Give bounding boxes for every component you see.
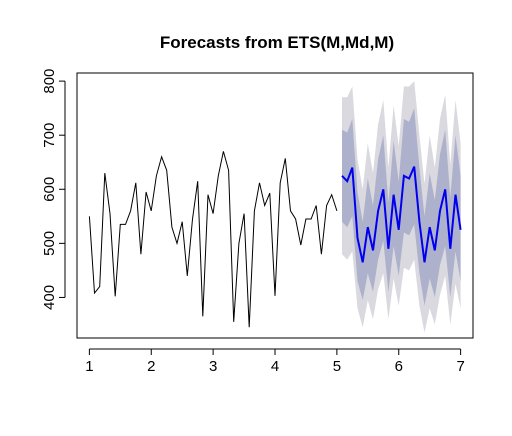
observed-series-line xyxy=(88,151,338,328)
x-tick-label: 1 xyxy=(85,358,93,375)
y-tick-label: 500 xyxy=(41,231,58,256)
x-axis: 1 2 3 4 5 6 7 xyxy=(85,348,465,375)
forecast-mean-line xyxy=(341,166,462,263)
x-tick-label: 4 xyxy=(271,358,279,375)
x-tick-label: 7 xyxy=(456,358,464,375)
y-tick-label: 800 xyxy=(41,69,58,94)
plot-frame xyxy=(76,72,474,339)
y-tick-label: 700 xyxy=(41,123,58,148)
chart-title: Forecasts from ETS(M,Md,M) xyxy=(160,33,394,52)
x-tick-label: 5 xyxy=(333,358,341,375)
y-tick-label: 600 xyxy=(41,177,58,202)
x-tick-label: 2 xyxy=(147,358,155,375)
y-tick-label: 400 xyxy=(41,285,58,310)
series-lines xyxy=(88,151,462,328)
x-tick-label: 6 xyxy=(395,358,403,375)
x-tick-label: 3 xyxy=(209,358,217,375)
y-axis: 400 500 600 700 800 xyxy=(41,69,66,310)
